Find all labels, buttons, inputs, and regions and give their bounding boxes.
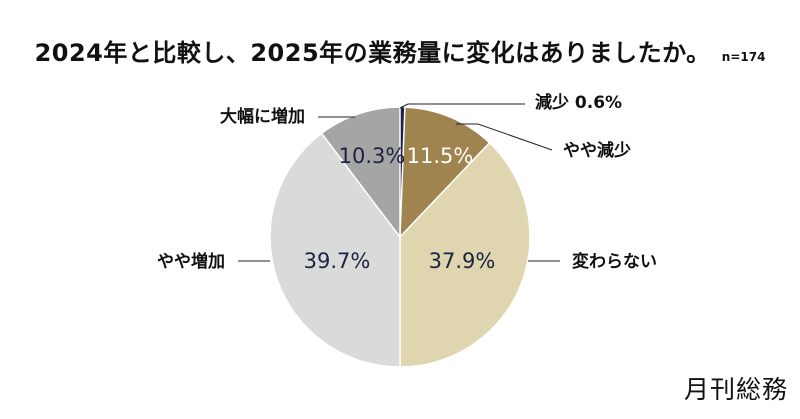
category-label-slice-4: やや増加 (157, 251, 225, 272)
pie-slice-4 (269, 132, 401, 368)
category-label-slice-2: やや減少 (563, 140, 631, 161)
category-label-slice-5: 大幅に増加 (220, 106, 305, 127)
brand-logo-text: 月刊総務 (683, 375, 788, 404)
pie-slice-5 (320, 106, 401, 240)
pie-slice-3 (399, 141, 531, 368)
value-label-slice-5: 10.3% (339, 144, 406, 168)
pie-labels: 減少 0.6% やや減少 11.5% 変わらない 37.9% やや増加 39.7% 大幅に増加… (157, 92, 657, 273)
value-label-slice-3: 37.9% (429, 249, 496, 273)
category-label-slice-3: 変わらない (572, 251, 657, 272)
value-label-slice-4: 39.7% (304, 249, 371, 273)
chart-title-text: 2024年と比較し、2025年の業務量に変化はありましたか。 (34, 39, 711, 67)
chart-title: 2024年と比較し、2025年の業務量に変化はありましたか。 n=174 (0, 33, 800, 68)
value-label-slice-2: 11.5% (407, 144, 474, 168)
pie-slice-2 (399, 106, 491, 239)
category-label-slice-1: 減少 0.6% (535, 92, 622, 113)
leader-line-slice-1 (399, 103, 525, 109)
sample-size-label: n=174 (721, 50, 766, 64)
pie-slices (269, 106, 531, 368)
leader-line-slice-2 (456, 123, 553, 151)
